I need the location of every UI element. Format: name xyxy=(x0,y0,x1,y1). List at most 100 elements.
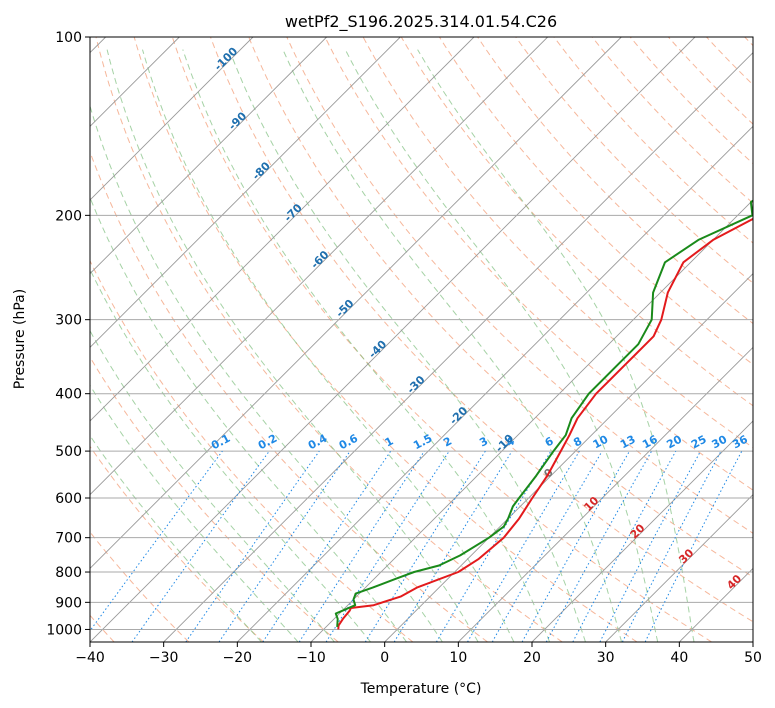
dry-adiabat xyxy=(706,37,753,86)
isotherm-label: -20 xyxy=(447,404,470,427)
chart-title: wetPf2_S196.2025.314.01.54.C26 xyxy=(285,12,557,32)
y-axis-label: Pressure (hPa) xyxy=(12,289,28,389)
dry-adiabat xyxy=(133,37,638,642)
y-tick-label: 300 xyxy=(55,313,82,329)
moist-adiabat xyxy=(417,49,695,642)
y-tick-label: 800 xyxy=(55,565,82,581)
mixing-ratio-line xyxy=(185,450,320,642)
axes: −40 −30 −20 −10 0 10 20 30 40 5010020030040050060… xyxy=(46,30,762,666)
mixing-ratio-line xyxy=(521,450,630,642)
dry-adiabat xyxy=(515,37,753,284)
isotherm xyxy=(237,125,753,642)
y-tick-label: 1000 xyxy=(46,622,82,638)
dry-adiabat xyxy=(90,531,190,642)
mixing-ratio-label: 10 xyxy=(591,433,611,452)
isotherm xyxy=(679,567,753,642)
moist-adiabat xyxy=(344,49,659,642)
isotherm xyxy=(90,37,548,496)
isotherm-label: -90 xyxy=(226,109,249,132)
temperature-profile xyxy=(337,217,753,630)
x-tick-label: −40 xyxy=(75,650,105,666)
isotherm-red-label: 10 xyxy=(581,494,601,514)
dry-adiabat xyxy=(477,37,753,325)
background-lines xyxy=(90,37,753,642)
isotherm-label: -100 xyxy=(212,44,241,73)
isotherm xyxy=(90,37,696,642)
moist-adiabat xyxy=(90,196,407,642)
isotherm xyxy=(90,37,475,422)
isotherm-label: -60 xyxy=(308,248,331,271)
mixing-ratio-label: 20 xyxy=(664,433,684,452)
isotherm xyxy=(310,199,753,642)
dry-adiabat xyxy=(400,37,753,407)
mixing-ratio-label: 3 xyxy=(477,434,490,449)
moist-adiabat xyxy=(142,49,515,642)
mixing-ratio-label: 0.4 xyxy=(306,432,330,453)
dry-adiabat xyxy=(171,37,712,642)
isotherm xyxy=(384,273,753,642)
dry-adiabat xyxy=(90,150,488,642)
mixing-ratio-label: 0.1 xyxy=(209,432,232,453)
isotherm-label: -40 xyxy=(366,338,389,361)
moist-adiabat xyxy=(228,49,586,642)
mixing-ratio-line xyxy=(90,450,223,632)
mixing-ratio-line xyxy=(467,450,580,642)
mixing-ratio-line xyxy=(131,450,270,642)
mixing-ratio-line xyxy=(262,450,392,642)
mixing-ratio-line xyxy=(364,450,486,642)
mixing-ratio-label: 1 xyxy=(383,434,396,449)
dry-adiabat xyxy=(591,37,753,204)
dewpoint-profile xyxy=(334,199,753,627)
isotherm-red-label: 40 xyxy=(724,572,744,592)
mixing-ratio-line xyxy=(545,450,653,642)
isotherm xyxy=(90,37,254,201)
mixing-ratio-line xyxy=(599,450,701,642)
dry-adiabat xyxy=(248,37,753,578)
mixing-ratio-label: 25 xyxy=(689,433,709,452)
moist-adiabat xyxy=(90,384,299,642)
isotherm xyxy=(163,52,753,642)
y-tick-label: 400 xyxy=(55,387,82,403)
isotherm-red-label: 30 xyxy=(676,546,696,566)
dry-adiabat xyxy=(324,37,753,491)
moist-adiabat xyxy=(90,268,371,642)
y-tick-label: 100 xyxy=(55,30,82,46)
moist-adiabat xyxy=(282,49,622,642)
y-tick-label: 500 xyxy=(55,444,82,460)
x-tick-label: −30 xyxy=(149,650,179,666)
x-tick-label: 30 xyxy=(597,650,615,666)
mixing-ratio-line xyxy=(298,450,425,642)
x-tick-label: 40 xyxy=(670,650,688,666)
x-tick-label: −20 xyxy=(223,650,253,666)
isotherm xyxy=(458,346,753,642)
dry-adiabat xyxy=(95,37,563,642)
isotherm xyxy=(90,37,401,348)
profile-lines xyxy=(334,199,753,630)
isotherm xyxy=(752,641,753,642)
moist-adiabat xyxy=(90,434,262,642)
isotherm xyxy=(90,37,327,275)
dry-adiabat xyxy=(744,37,753,47)
y-tick-label: 600 xyxy=(55,491,82,507)
dry-adiabat xyxy=(553,37,753,244)
isotherm-label: -30 xyxy=(404,373,427,396)
moist-adiabat xyxy=(90,104,443,642)
mixing-ratio-label: 8 xyxy=(571,434,584,449)
dry-adiabat xyxy=(90,259,414,642)
moist-adiabat xyxy=(106,49,479,642)
y-tick-label: 700 xyxy=(55,531,82,547)
mixing-ratio-line xyxy=(325,450,450,642)
dry-adiabat xyxy=(629,37,753,165)
mixing-ratio-label: 0.2 xyxy=(256,432,279,453)
mixing-ratio-label: 6 xyxy=(543,434,556,449)
mixing-ratio-line xyxy=(393,450,513,642)
x-tick-label: 50 xyxy=(744,650,762,666)
isotherm xyxy=(531,420,753,642)
x-axis-label: Temperature (°C) xyxy=(360,681,482,697)
dry-adiabat xyxy=(210,37,753,623)
mixing-ratio-label: 36 xyxy=(730,433,750,452)
isotherm xyxy=(90,37,622,569)
mixing-ratio-label: 13 xyxy=(618,433,638,452)
mixing-ratio-label: 30 xyxy=(710,433,730,452)
mixing-ratio-label: 16 xyxy=(640,433,660,452)
